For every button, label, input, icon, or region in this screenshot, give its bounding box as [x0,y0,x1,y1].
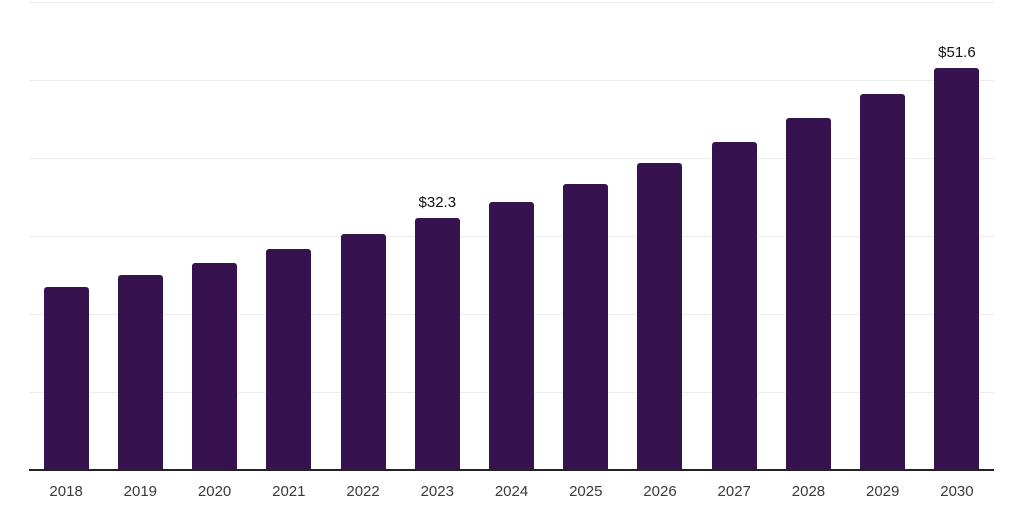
bar-2019 [117,275,163,470]
bar-slot-2023: $32.3 [400,2,474,470]
x-axis-tick-labels: 2018 2019 2020 2021 2022 2023 2024 2025 2026 2027… [29,483,994,501]
bar-value-label-2030: $51.6 [938,43,976,61]
bar-slot-2028 [771,2,845,470]
x-tick-2027: 2027 [717,483,751,500]
bar-2028 [785,118,831,470]
bar-slot-2026 [623,2,697,470]
bar-2030 [934,67,980,470]
gridline [29,158,994,159]
x-tick-2021: 2021 [272,483,306,500]
bar-2024 [489,201,535,470]
x-tick-2020: 2020 [197,483,232,500]
gridline [29,80,994,81]
x-axis-line [29,469,994,471]
bar-slot-2018 [29,2,103,470]
bar-slot-2019 [103,2,177,470]
x-tick-2028: 2028 [791,483,826,500]
x-tick-2023: 2023 [420,483,454,500]
bar-slot-2030: $51.6 [920,2,994,470]
bar-2018 [43,287,89,470]
bar-slot-2020 [177,2,251,470]
bar-slot-2029 [846,2,920,470]
bar-2027 [711,142,757,470]
plot-area: $32.3 $51.6 [29,2,994,471]
bar-2029 [860,94,906,470]
bar-slot-2025 [549,2,623,470]
bar-slot-2021 [252,2,326,470]
bar-2026 [637,163,683,470]
bar-2022 [340,233,386,470]
x-tick-2024: 2024 [494,483,529,500]
bars-group: $32.3 $51.6 [29,2,994,470]
bar-slot-2024 [474,2,548,470]
x-tick-2029: 2029 [866,483,900,500]
bar-value-label-2023: $32.3 [418,194,457,212]
x-tick-2026: 2026 [643,483,677,500]
bar-2023 [414,218,460,470]
x-tick-2030: 2030 [940,483,974,500]
x-tick-2018: 2018 [49,483,83,500]
bar-2025 [563,183,609,470]
gridline [29,2,994,3]
bar-slot-2027 [697,2,771,470]
x-tick-2019: 2019 [123,483,158,500]
x-tick-2022: 2022 [346,483,380,500]
bar-2021 [266,249,312,470]
bar-slot-2022 [326,2,400,470]
bar-2020 [192,263,238,470]
x-tick-2025: 2025 [569,483,603,500]
